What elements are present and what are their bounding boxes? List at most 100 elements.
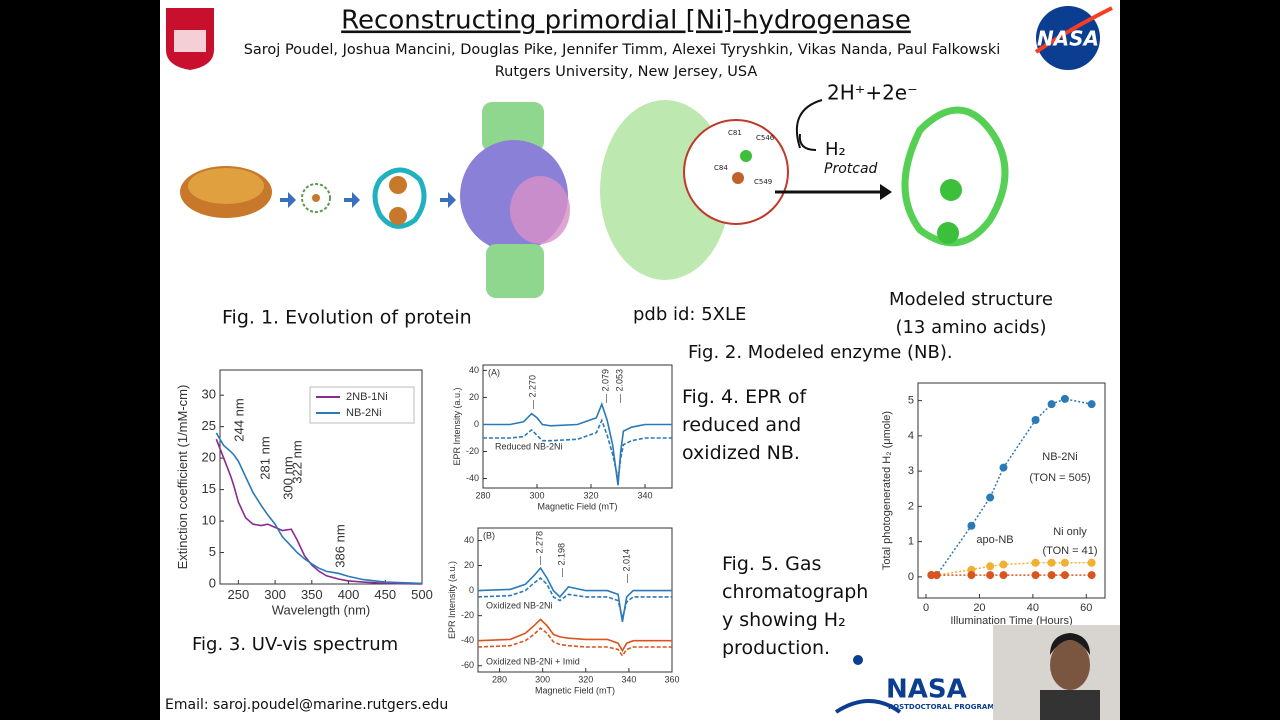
charts: 250 300 350 400 450 500051015202530Wavelength… — [175, 364, 1106, 695]
y-tick-label: -60 — [461, 660, 474, 670]
series-line — [477, 627, 672, 658]
fig4-caption: Fig. 4. EPR of reduced and oxidized NB. — [682, 386, 807, 464]
fig5-caption: Fig. 5. Gas chromatography showing H₂ pr… — [722, 553, 869, 659]
fig1-caption: Fig. 1. Evolution of protein — [222, 307, 472, 329]
x-tick-label: 340 — [621, 674, 636, 684]
data-point — [1060, 571, 1069, 580]
x-axis-label: Magnetic Field (mT) — [535, 685, 615, 695]
arrow — [280, 192, 296, 208]
panel-label: (B) — [483, 530, 495, 540]
data-point — [1087, 400, 1096, 409]
y-tick-label: 0 — [474, 419, 479, 429]
legend-label: NB-2Ni — [346, 407, 382, 419]
data-point — [1060, 394, 1069, 403]
y-tick-label: -20 — [466, 446, 479, 456]
product: H₂ — [825, 139, 846, 160]
reaction-arrow — [795, 99, 823, 149]
x-axis-label: Magnetic Field (mT) — [537, 501, 617, 511]
email: Email: saroj.poudel@marine.rutgers.edu — [165, 697, 448, 713]
annotation: — 2.053 — [614, 369, 624, 403]
plot-frame — [477, 527, 673, 673]
y-tick-label: 15 — [202, 481, 216, 496]
y-tick-label: -20 — [461, 610, 474, 620]
cluster — [389, 176, 407, 194]
x-tick-label: 300 — [529, 490, 544, 500]
annotation: — 2.270 — [527, 375, 537, 409]
series-label: Ni only — [1053, 526, 1087, 538]
nanoparticle-highlight — [188, 168, 264, 204]
panel-label: (A) — [488, 367, 500, 377]
series-line — [477, 566, 672, 623]
arrow — [440, 192, 456, 208]
x-tick-label: 400 — [338, 587, 360, 602]
affiliation: Rutgers University, New Jersey, USA — [495, 64, 758, 80]
y-tick-label: 0 — [908, 571, 914, 583]
annotation: 322 nm — [289, 440, 304, 483]
data-point — [999, 571, 1008, 580]
x-tick-label: 350 — [301, 587, 323, 602]
data-point — [1087, 558, 1096, 567]
title: Reconstructing primordial [Ni]-hydrogena… — [341, 6, 911, 36]
series-label: Oxidized NB-2Ni + Imid — [486, 656, 580, 666]
data-point — [1031, 571, 1040, 580]
y-axis-label: Total photogenerated H₂ (μmole) — [881, 411, 893, 570]
y-tick-label: 40 — [469, 365, 479, 375]
reaction-arrow — [798, 133, 817, 151]
y-tick-label: 0 — [209, 575, 216, 590]
data-point — [1031, 416, 1040, 425]
data-point — [986, 562, 995, 571]
protein-core — [510, 176, 570, 244]
residue-label: C81 — [728, 129, 742, 137]
authors: Saroj Poudel, Joshua Mancini, Douglas Pi… — [244, 42, 1001, 58]
y-tick-label: 10 — [202, 512, 216, 527]
data-point — [999, 463, 1008, 472]
x-tick-label: 360 — [664, 674, 679, 684]
program-logo-subtext: POSTDOCTORAL PROGRAM — [888, 703, 994, 711]
y-tick-label: 20 — [202, 450, 216, 465]
y-tick-label: 5 — [908, 395, 914, 407]
nasa-logo-swoosh — [1034, 6, 1113, 54]
fig3-caption: Fig. 3. UV-vis spectrum — [192, 634, 398, 655]
x-axis-label: Wavelength (nm) — [272, 603, 371, 618]
pdb-id: pdb id: 5XLE — [633, 304, 746, 325]
data-point — [999, 560, 1008, 569]
protein-subunit — [486, 244, 544, 298]
cluster — [312, 194, 320, 202]
y-tick-label: 20 — [469, 392, 479, 402]
x-tick-label: 280 — [492, 674, 507, 684]
legend-frame — [309, 386, 415, 424]
annotation: — 2.198 — [556, 543, 566, 577]
rutgers-logo-detail — [174, 30, 206, 52]
x-tick-label: 280 — [475, 490, 490, 500]
arrow — [344, 192, 360, 208]
program-logo-text: NASA — [886, 675, 967, 705]
data-point — [932, 571, 941, 580]
series-line — [477, 618, 672, 653]
x-tick-label: 340 — [637, 490, 652, 500]
program-logo-book — [834, 699, 902, 714]
fig1-images — [180, 102, 570, 298]
cluster — [389, 207, 407, 225]
ferredoxin — [372, 167, 427, 229]
program-logo-dot — [853, 655, 863, 665]
x-tick-label: 60 — [1080, 602, 1092, 614]
residue-label: C546 — [756, 134, 775, 142]
presenter-body — [1040, 690, 1100, 720]
presenter-head — [1050, 640, 1090, 690]
fig2-caption: Fig. 2. Modeled enzyme (NB). — [688, 342, 953, 363]
annotation: 281 nm — [257, 436, 272, 479]
y-tick-label: 2 — [908, 500, 914, 512]
y-tick-label: 1 — [908, 536, 914, 548]
y-axis-label: Extinction coefficient (1/mM-cm) — [175, 385, 190, 570]
series-label: Reduced NB-2Ni — [495, 441, 563, 451]
series-label: Oxidized NB-2Ni — [486, 600, 553, 610]
nasa-logo-text: NASA — [1037, 27, 1099, 51]
annotation: (TON = 41) — [1042, 545, 1097, 557]
annotation: (TON = 505) — [1029, 472, 1090, 484]
data-point — [967, 521, 976, 530]
series-line — [215, 432, 423, 585]
annotation: — 2.014 — [621, 549, 631, 583]
y-axis-label: EPR Intensity (a.u.) — [447, 561, 457, 639]
y-tick-label: 20 — [464, 560, 474, 570]
y-tick-label: 5 — [209, 544, 216, 559]
